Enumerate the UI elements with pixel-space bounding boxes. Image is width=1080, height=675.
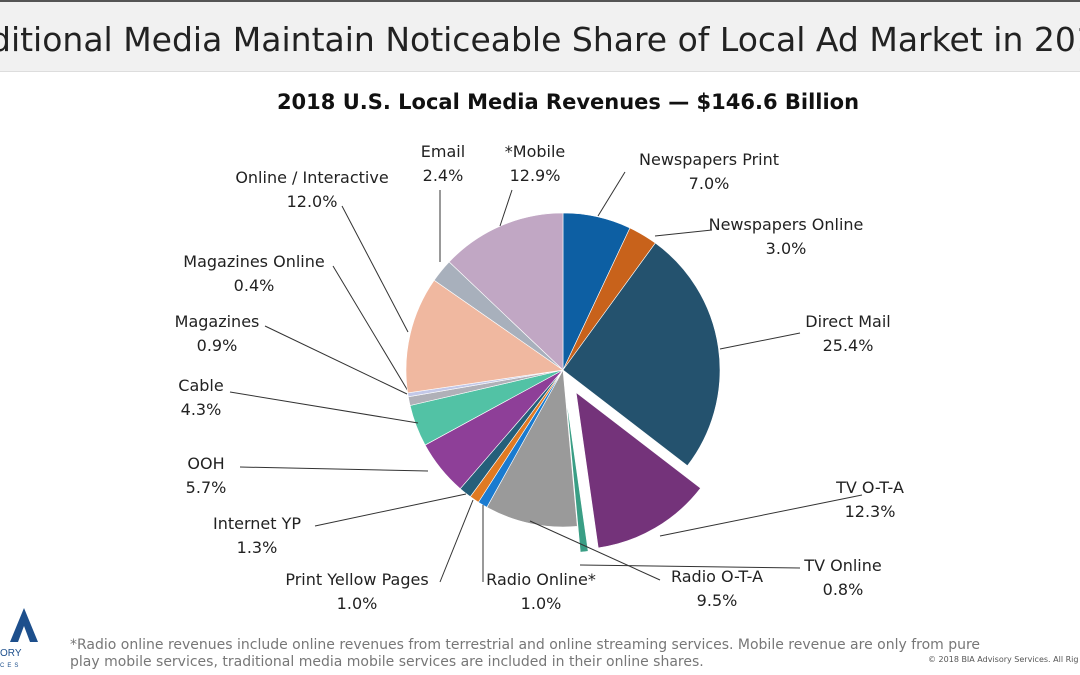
copyright: © 2018 BIA Advisory Services. All Rig: [928, 655, 1079, 664]
slice-name: TV O-T-A: [836, 478, 904, 497]
footnote-line-2: play mobile services, traditional media …: [70, 654, 704, 670]
data-label: TV Online 0.8%: [804, 554, 881, 602]
slice-value: 7.0%: [688, 174, 730, 193]
data-label: OOH 5.7%: [186, 452, 227, 500]
slice-name: Radio O-T-A: [670, 567, 764, 586]
leader-line: [264, 325, 408, 395]
slice-name: Internet YP: [212, 514, 302, 533]
pie-slice-online-interactive: [405, 279, 564, 394]
slice-name: Radio Online*: [486, 570, 596, 589]
slice-name: Newspapers Print: [639, 150, 779, 169]
pie-slice-direct-mail: [562, 242, 721, 467]
data-label: Radio O-T-A 9.5%: [671, 565, 763, 613]
data-label: Online / Interactive 12.0%: [235, 166, 388, 214]
banner-title: ditional Media Maintain Noticeable Share…: [0, 20, 1080, 59]
slice-value: 3.0%: [765, 239, 807, 258]
slice-value: 2.4%: [422, 166, 464, 185]
slice-value: 0.8%: [822, 580, 864, 599]
data-label: Newspapers Online 3.0%: [709, 213, 864, 261]
data-label: Magazines 0.9%: [175, 310, 260, 358]
data-label: Newspapers Print 7.0%: [639, 148, 779, 196]
slice-name: Newspapers Online: [708, 215, 864, 234]
slice-value: 12.3%: [844, 502, 896, 521]
slice-value: 0.9%: [196, 336, 238, 355]
leader-line: [439, 499, 474, 583]
pie-slice-mobile: [448, 212, 564, 371]
slice-name: *Mobile: [504, 142, 566, 161]
slice-name: Cable: [178, 376, 224, 395]
leader-line: [341, 205, 409, 333]
data-label: Internet YP 1.3%: [213, 512, 301, 560]
data-label: Email 2.4%: [421, 140, 465, 188]
slice-name: Online / Interactive: [235, 168, 389, 187]
slice-name: TV Online: [804, 556, 882, 575]
slice-value: 4.3%: [180, 400, 222, 419]
leader-line: [229, 391, 419, 424]
title-banner: ditional Media Maintain Noticeable Share…: [0, 0, 1080, 72]
svg-text:ORY: ORY: [0, 648, 22, 659]
slice-name: Magazines Online: [183, 252, 325, 271]
leader-line: [332, 265, 409, 392]
slice-value: 1.3%: [236, 538, 278, 557]
slice-value: 12.9%: [509, 166, 561, 185]
slice-name: Print Yellow Pages: [285, 570, 429, 589]
data-label: Print Yellow Pages 1.0%: [285, 568, 428, 616]
slice-name: Email: [420, 142, 466, 161]
leader-line: [719, 332, 801, 350]
data-label: TV O-T-A 12.3%: [836, 476, 904, 524]
slice-value: 5.7%: [185, 478, 227, 497]
slice-value: 9.5%: [696, 591, 738, 610]
slice-name: Magazines: [174, 312, 260, 331]
leader-line: [529, 520, 661, 581]
leader-line: [239, 466, 429, 472]
pie-slice-radio-o-t-a: [486, 369, 578, 528]
footnote-line-1: *Radio online revenues include online re…: [70, 637, 981, 653]
data-label: Direct Mail 25.4%: [805, 310, 891, 358]
pie-slice-tv-online: [565, 395, 589, 553]
footnote: *Radio online revenues include online re…: [70, 637, 980, 671]
svg-text:CES: CES: [0, 663, 21, 669]
leader-line: [659, 494, 863, 537]
slice-value: 1.0%: [336, 594, 378, 613]
slice-value: 1.0%: [520, 594, 562, 613]
slice-name: OOH: [187, 454, 225, 473]
leader-line: [314, 493, 467, 527]
slice-value: 0.4%: [233, 276, 275, 295]
leader-line: [654, 229, 713, 237]
chart-title: 2018 U.S. Local Media Revenues — $146.6 …: [276, 90, 860, 114]
slice-value: 12.0%: [286, 192, 338, 211]
slice-value: 25.4%: [822, 336, 874, 355]
data-label: *Mobile 12.9%: [505, 140, 565, 188]
data-label: Cable 4.3%: [178, 374, 223, 422]
leader-line: [597, 171, 626, 217]
pie-slice-tv-o-t-a: [575, 391, 701, 549]
leader-line: [579, 564, 801, 569]
bia-logo: ORY CES: [0, 608, 38, 669]
leader-line: [499, 189, 513, 227]
data-label: Magazines Online 0.4%: [183, 250, 324, 298]
slice-name: Direct Mail: [805, 312, 891, 331]
data-label: Radio Online* 1.0%: [486, 568, 596, 616]
